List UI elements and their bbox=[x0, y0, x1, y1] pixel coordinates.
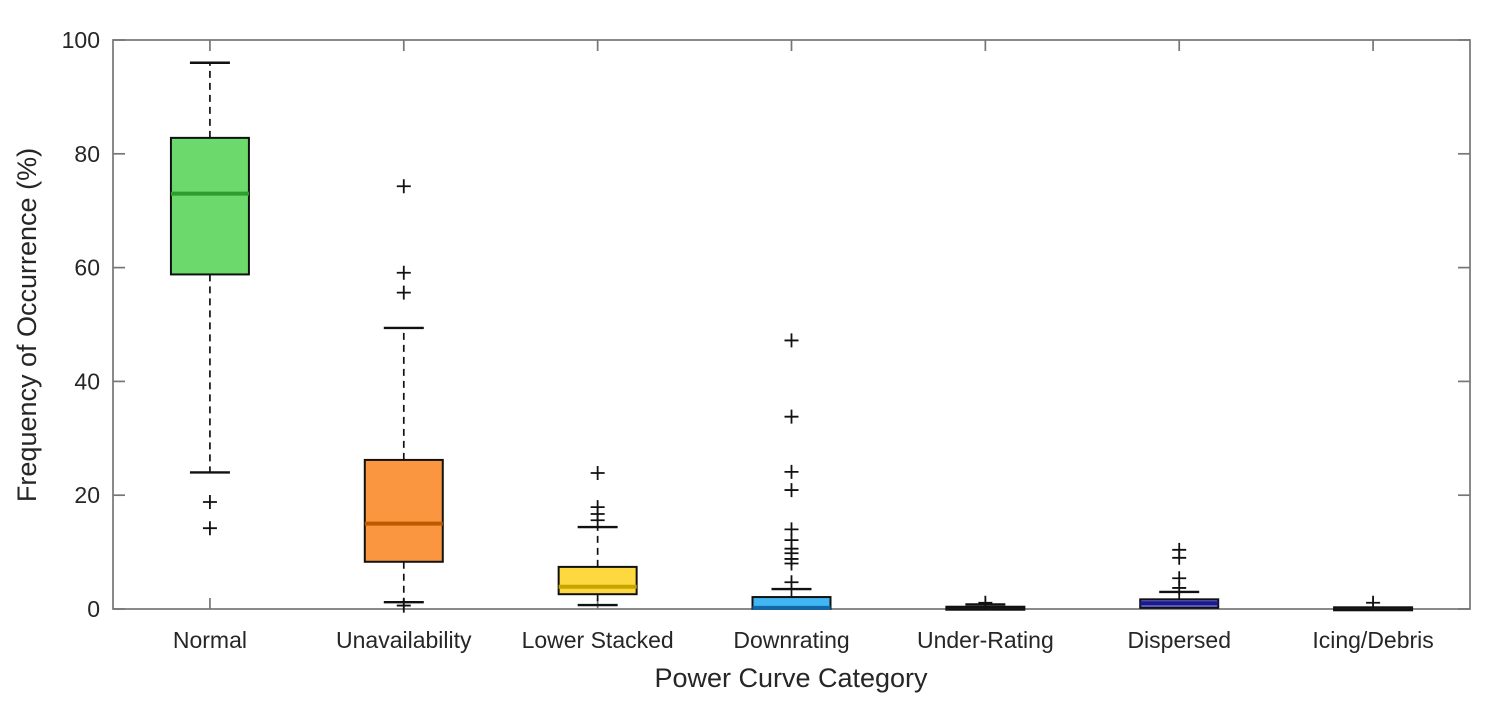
x-tick-label-downrating: Downrating bbox=[733, 627, 849, 653]
box-unavailability bbox=[363, 179, 444, 613]
y-tick-label: 40 bbox=[74, 368, 100, 394]
y-tick-label: 60 bbox=[74, 255, 100, 281]
box-lower-stacked bbox=[557, 466, 638, 607]
outlier-marker bbox=[1172, 550, 1187, 565]
outlier-marker bbox=[202, 521, 217, 536]
outlier-marker bbox=[978, 595, 993, 610]
x-axis-label: Power Curve Category bbox=[654, 663, 928, 693]
x-tick-label-unavailability: Unavailability bbox=[336, 627, 472, 653]
outlier-marker bbox=[396, 598, 411, 613]
outlier-marker bbox=[1366, 595, 1381, 610]
outlier-marker bbox=[202, 495, 217, 510]
outlier-marker bbox=[784, 483, 799, 498]
x-tick-label-under-rating: Under-Rating bbox=[917, 627, 1054, 653]
box-downrating bbox=[751, 333, 832, 610]
y-tick-label: 80 bbox=[74, 141, 100, 167]
box-dispersed bbox=[1139, 542, 1220, 609]
outlier-marker bbox=[396, 179, 411, 194]
outlier-marker bbox=[396, 285, 411, 300]
outlier-marker bbox=[784, 575, 799, 590]
y-axis-label: Frequency of Occurrence (%) bbox=[12, 148, 42, 502]
x-tick-label-icing-debris: Icing/Debris bbox=[1312, 627, 1433, 653]
outlier-marker bbox=[396, 265, 411, 280]
outlier-marker bbox=[784, 409, 799, 424]
plot-area: 0 20 40 60 80 100 Normal Unavailability Lower St… bbox=[62, 27, 1471, 653]
iqr-box bbox=[169, 136, 250, 276]
outlier-marker bbox=[590, 466, 605, 481]
x-tick-label-lower-stacked: Lower Stacked bbox=[522, 627, 674, 653]
box-icing-debris bbox=[1333, 595, 1414, 612]
y-tick-label: 20 bbox=[74, 482, 100, 508]
box-under-rating bbox=[945, 595, 1026, 611]
outlier-marker bbox=[590, 513, 605, 528]
box-normal bbox=[169, 61, 250, 536]
iqr-box bbox=[363, 458, 444, 563]
y-tick-label: 100 bbox=[62, 27, 100, 53]
outlier-marker bbox=[1172, 580, 1187, 595]
x-tick-label-dispersed: Dispersed bbox=[1127, 627, 1231, 653]
iqr-box bbox=[557, 565, 638, 596]
outlier-marker bbox=[784, 333, 799, 348]
outlier-marker bbox=[784, 556, 799, 571]
x-tick-label-normal: Normal bbox=[173, 627, 247, 653]
y-tick-label: 0 bbox=[87, 596, 100, 622]
outlier-marker bbox=[784, 464, 799, 479]
